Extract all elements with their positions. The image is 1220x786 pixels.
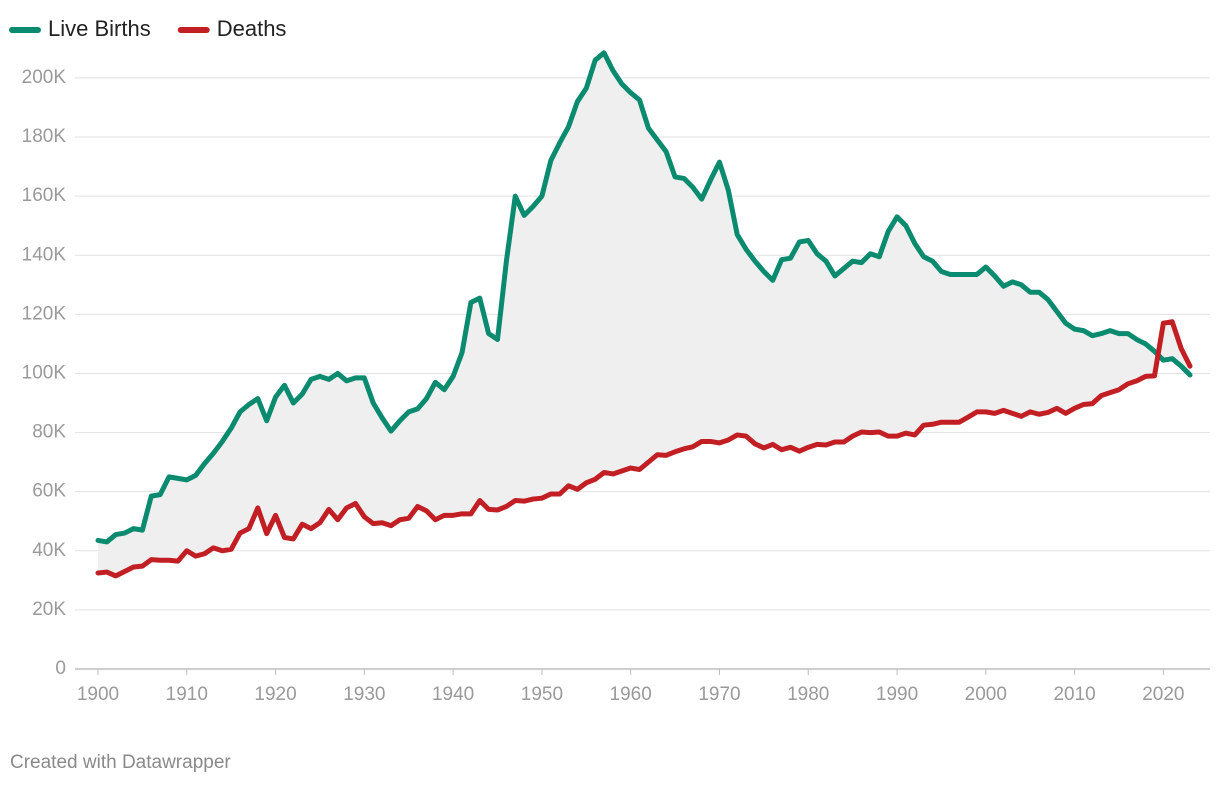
legend-label: Deaths <box>217 16 287 41</box>
y-tick-label: 160K <box>22 185 67 206</box>
lines-layer <box>95 50 1193 579</box>
y-tick-label: 80K <box>32 422 66 443</box>
x-tick-label: 1920 <box>254 684 296 705</box>
y-tick-label: 140K <box>22 244 67 265</box>
y-tick-label: 200K <box>22 67 67 88</box>
y-tick-label: 100K <box>22 362 67 383</box>
series-line <box>95 319 1193 579</box>
source-note: Created with Datawrapper <box>10 752 231 773</box>
x-tick-label: 2000 <box>965 684 1007 705</box>
x-tick-label: 1910 <box>166 684 208 705</box>
y-tick-label: 20K <box>32 599 66 620</box>
x-tick-label: 2020 <box>1142 684 1184 705</box>
y-tick-label: 0 <box>55 658 66 679</box>
area-layer <box>98 52 1190 576</box>
legend: Live Births Deaths <box>9 16 287 41</box>
gap-area <box>98 52 1190 576</box>
y-tick-label: 60K <box>32 481 66 502</box>
x-tick-label: 1940 <box>432 684 474 705</box>
x-tick-label: 1980 <box>787 684 829 705</box>
axes: 0 20K 40K 60K 80K 100K 120K 140K 160K 180K 200K 190… <box>22 67 1185 705</box>
x-tick-label: 1900 <box>77 684 119 705</box>
x-tick-label: 1950 <box>521 684 563 705</box>
x-tick-label: 2010 <box>1053 684 1095 705</box>
x-tick-label: 1960 <box>610 684 652 705</box>
y-tick-label: 180K <box>22 126 67 147</box>
legend-label: Live Births <box>48 16 151 41</box>
x-tick-label: 1990 <box>876 684 918 705</box>
y-tick-label: 120K <box>22 303 67 324</box>
y-tick-label: 40K <box>32 540 66 561</box>
x-tick-label: 1930 <box>343 684 385 705</box>
x-tick-label: 1970 <box>698 684 740 705</box>
series-line <box>95 50 1193 545</box>
